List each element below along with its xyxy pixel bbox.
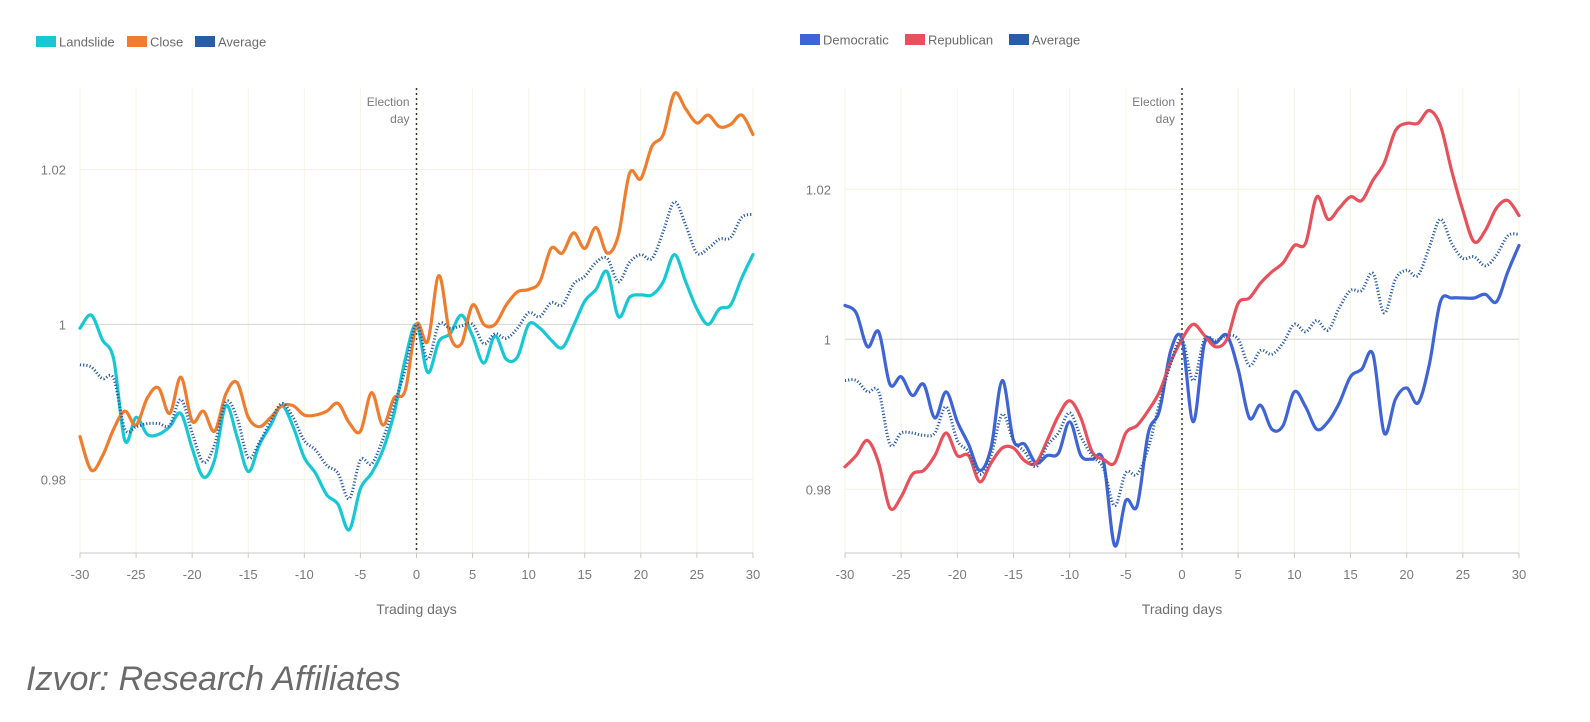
x-tick-label: 30 xyxy=(746,567,760,582)
series-line-close xyxy=(78,91,755,473)
y-tick-label: 0.98 xyxy=(806,482,831,497)
x-tick-label: 25 xyxy=(1456,567,1470,582)
source-caption: Izvor: Research Affiliates xyxy=(26,660,401,698)
legend-swatch-democratic xyxy=(800,34,820,45)
x-tick-label: -25 xyxy=(892,567,911,582)
x-tick-label: 10 xyxy=(521,567,535,582)
legend-label-average[interactable]: Average xyxy=(1032,33,1080,48)
legend-swatch-republican xyxy=(905,34,925,45)
legend-label-democratic[interactable]: Democratic xyxy=(823,33,889,48)
x-axis-title: Trading days xyxy=(1142,601,1222,617)
x-tick-label: -15 xyxy=(1004,567,1023,582)
x-tick-label: -25 xyxy=(127,567,146,582)
x-tick-label: -10 xyxy=(1060,567,1079,582)
x-tick-label: 20 xyxy=(1399,567,1413,582)
x-tick-label: -20 xyxy=(948,567,967,582)
x-tick-label: 15 xyxy=(578,567,592,582)
legend-swatch-close xyxy=(127,36,147,47)
x-tick-label: -5 xyxy=(1120,567,1132,582)
x-tick-label: -5 xyxy=(355,567,367,582)
x-tick-label: -20 xyxy=(183,567,202,582)
x-tick-label: 10 xyxy=(1287,567,1301,582)
x-tick-label: 5 xyxy=(469,567,476,582)
election-day-label: Election xyxy=(1132,95,1175,109)
y-tick-label: 1 xyxy=(824,332,831,347)
x-tick-label: 15 xyxy=(1343,567,1357,582)
legend-label-landslide[interactable]: Landslide xyxy=(59,35,115,50)
x-tick-label: -10 xyxy=(295,567,314,582)
x-tick-label: -15 xyxy=(239,567,258,582)
legend-label-close[interactable]: Close xyxy=(150,35,183,50)
chart-election-margin: -30 -25 -20 -15 -10 -5 0 5 10 15 20 25 30 0.98 1 1.02 Tr… xyxy=(36,35,760,617)
x-tick-label: 25 xyxy=(690,567,704,582)
election-day-label: Election xyxy=(367,95,410,109)
x-tick-label: 0 xyxy=(413,567,420,582)
y-tick-label: 1 xyxy=(59,317,66,332)
election-day-label: day xyxy=(390,112,409,126)
x-tick-label: 5 xyxy=(1235,567,1242,582)
x-tick-label: 0 xyxy=(1178,567,1185,582)
x-tick-label: -30 xyxy=(836,567,855,582)
y-tick-label: 1.02 xyxy=(41,162,66,177)
legend-swatch-average xyxy=(1009,34,1029,45)
series-line-average xyxy=(79,200,754,501)
y-tick-label: 1.02 xyxy=(806,182,831,197)
x-tick-label: 20 xyxy=(634,567,648,582)
legend-swatch-landslide xyxy=(36,36,56,47)
election-day-label: day xyxy=(1156,112,1175,126)
y-tick-label: 0.98 xyxy=(41,472,66,487)
legend-swatch-average xyxy=(195,36,215,47)
series-line-republican xyxy=(843,108,1521,511)
x-axis-title: Trading days xyxy=(376,601,456,617)
x-tick-label: -30 xyxy=(71,567,90,582)
legend-label-republican[interactable]: Republican xyxy=(928,33,993,48)
legend-label-average[interactable]: Average xyxy=(218,35,266,50)
x-tick-label: 30 xyxy=(1512,567,1526,582)
chart-winning-party: -30 -25 -20 -15 -10 -5 0 5 10 15 20 25 30 0.98 1 1.02 Tr… xyxy=(800,33,1526,617)
